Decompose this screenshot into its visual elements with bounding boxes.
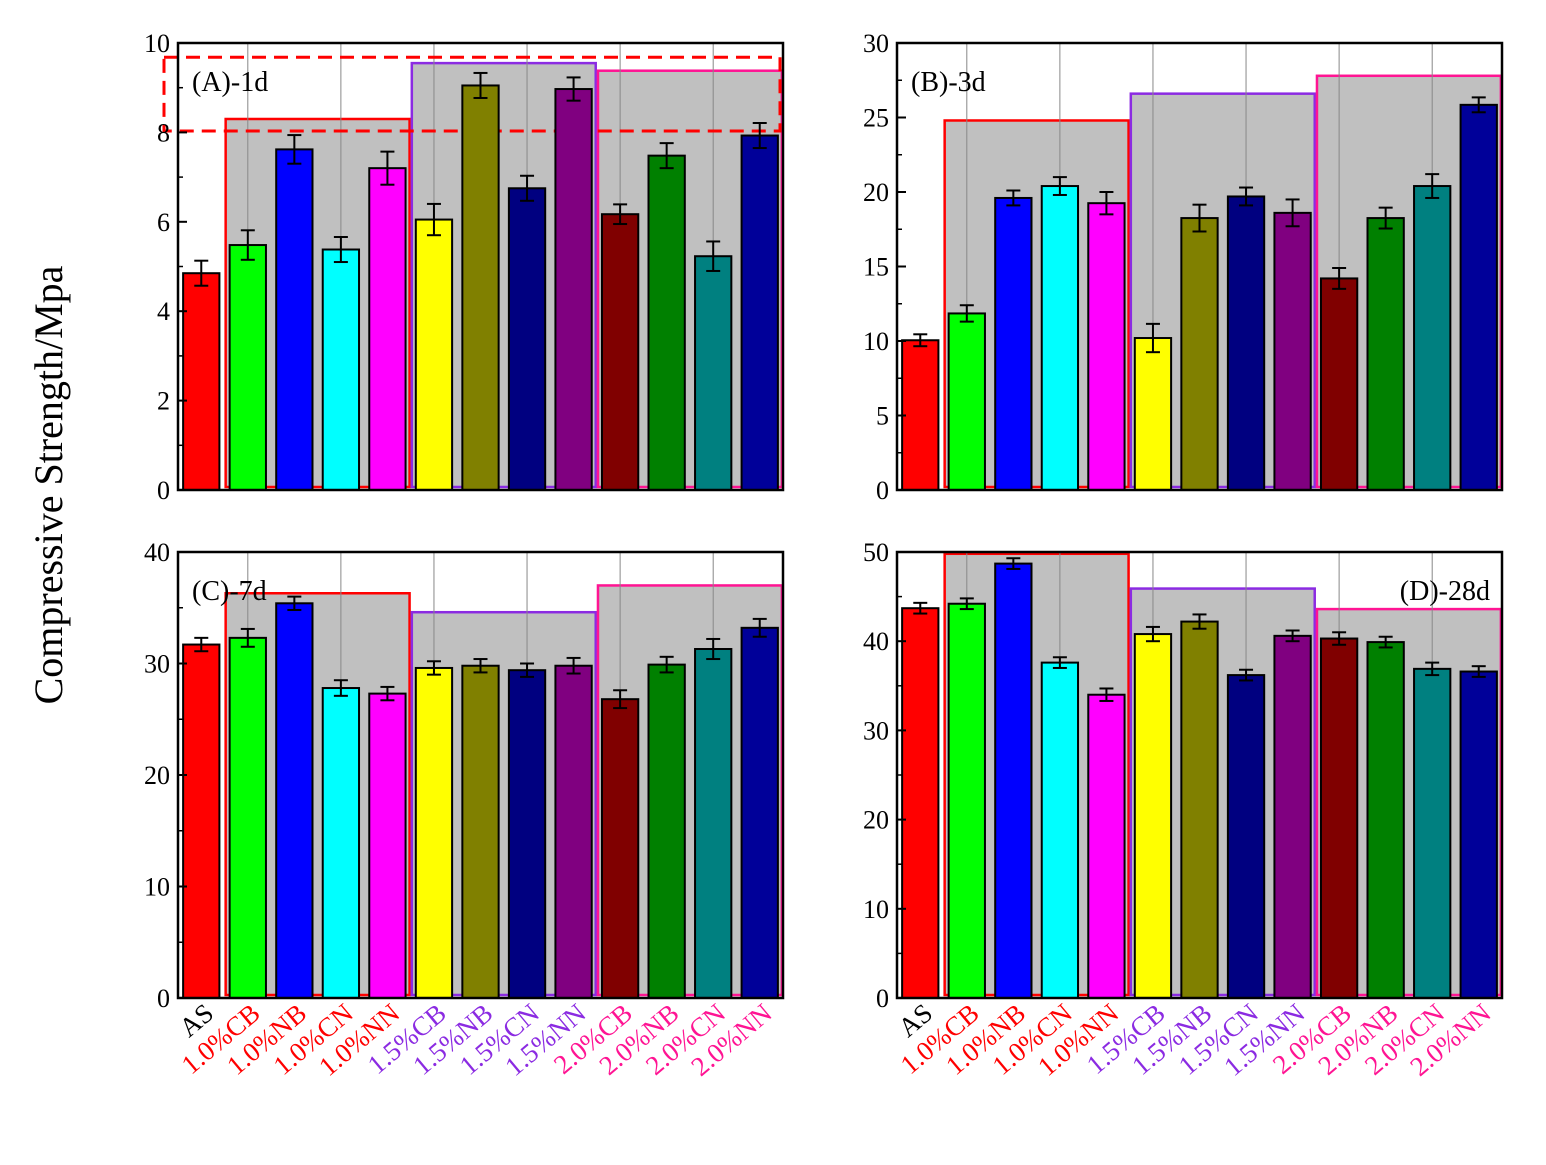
y-tick-label: 20	[863, 806, 889, 835]
bar	[1366, 217, 1405, 491]
panel-1: 0 2 4 6 8 10 (A)-1d	[144, 29, 785, 505]
panel-title: (B)-3d	[911, 67, 986, 98]
bar	[414, 666, 454, 1000]
y-tick-label: 25	[863, 104, 889, 133]
bar	[1273, 211, 1312, 492]
bar	[507, 187, 547, 491]
bar	[947, 312, 986, 491]
bar	[1319, 637, 1359, 999]
bar	[600, 698, 640, 999]
y-tick-label: 30	[144, 650, 170, 679]
bar	[1180, 217, 1219, 491]
y-tick-label: 50	[863, 538, 889, 567]
bar	[321, 687, 361, 1000]
y-tick-label: 15	[863, 253, 889, 282]
bar	[1180, 620, 1219, 999]
y-tick-label: 6	[157, 208, 170, 237]
bar	[947, 602, 986, 1000]
panel-title: (A)-1d	[192, 67, 268, 98]
y-tick-label: 20	[144, 761, 170, 790]
y-tick-label: 10	[863, 895, 889, 924]
bar	[368, 167, 407, 491]
bar	[554, 88, 593, 492]
panel-3: 010203040(C)-7dAS1.0%CB1.0%NB1.0%CN1.0%N…	[144, 538, 785, 1082]
y-axis-label: Compressive Strength/Mpa	[26, 265, 71, 704]
bar	[1459, 103, 1498, 492]
bar	[414, 218, 454, 491]
panel-title: (C)-7d	[192, 576, 267, 607]
bar	[1226, 674, 1266, 999]
y-tick-label: 8	[157, 118, 170, 147]
y-tick-label: 10	[144, 29, 170, 58]
y-tick-label: 0	[157, 476, 170, 505]
bar	[1040, 661, 1080, 999]
bar	[228, 244, 267, 491]
bar	[994, 196, 1033, 492]
bar	[901, 339, 940, 491]
y-tick-label: 0	[157, 984, 170, 1013]
bar	[901, 607, 940, 999]
bar	[554, 664, 593, 999]
bar	[1413, 185, 1452, 491]
y-tick-label: 20	[863, 178, 889, 207]
y-tick-label: 40	[144, 538, 170, 567]
y-tick-label: 0	[876, 984, 889, 1013]
bar	[182, 643, 221, 999]
bar	[1366, 641, 1405, 999]
bar	[461, 664, 500, 999]
bar	[1087, 202, 1126, 492]
bar	[321, 248, 361, 491]
y-tick-label: 30	[863, 29, 889, 58]
bar	[275, 148, 314, 492]
y-tick-label: 5	[876, 402, 889, 431]
bar	[1133, 633, 1173, 1000]
bar	[275, 602, 314, 999]
bar	[507, 669, 547, 999]
y-tick-label: 10	[144, 873, 170, 902]
bar	[740, 626, 779, 999]
y-tick-label: 2	[157, 387, 170, 416]
bar	[647, 154, 686, 491]
bar	[1413, 667, 1452, 999]
y-tick-label: 0	[876, 476, 889, 505]
bar	[1319, 277, 1359, 492]
bar	[1273, 634, 1312, 1000]
bar	[1226, 195, 1266, 491]
bar	[694, 255, 733, 491]
bar	[994, 562, 1033, 999]
bar	[368, 692, 407, 999]
panel-4: 01020304050(D)-28dAS1.0%CB1.0%NB1.0%CN1.…	[863, 538, 1504, 1082]
bar	[1087, 693, 1126, 999]
bar	[1133, 337, 1173, 491]
panel-2: 0 5 10 15 20 25 30 (B)-3d	[863, 29, 1504, 505]
y-tick-label: 10	[863, 327, 889, 356]
y-tick-label: 4	[157, 297, 170, 326]
bar	[182, 272, 221, 491]
bar	[1459, 670, 1498, 999]
bar	[647, 663, 686, 999]
bar	[740, 134, 779, 492]
y-tick-label: 40	[863, 627, 889, 656]
bar	[694, 648, 733, 999]
bar	[1040, 185, 1080, 491]
bar	[461, 84, 500, 491]
bar	[228, 636, 267, 999]
panel-title: (D)-28d	[1400, 576, 1490, 607]
y-tick-label: 30	[863, 716, 889, 745]
bar	[600, 213, 640, 492]
